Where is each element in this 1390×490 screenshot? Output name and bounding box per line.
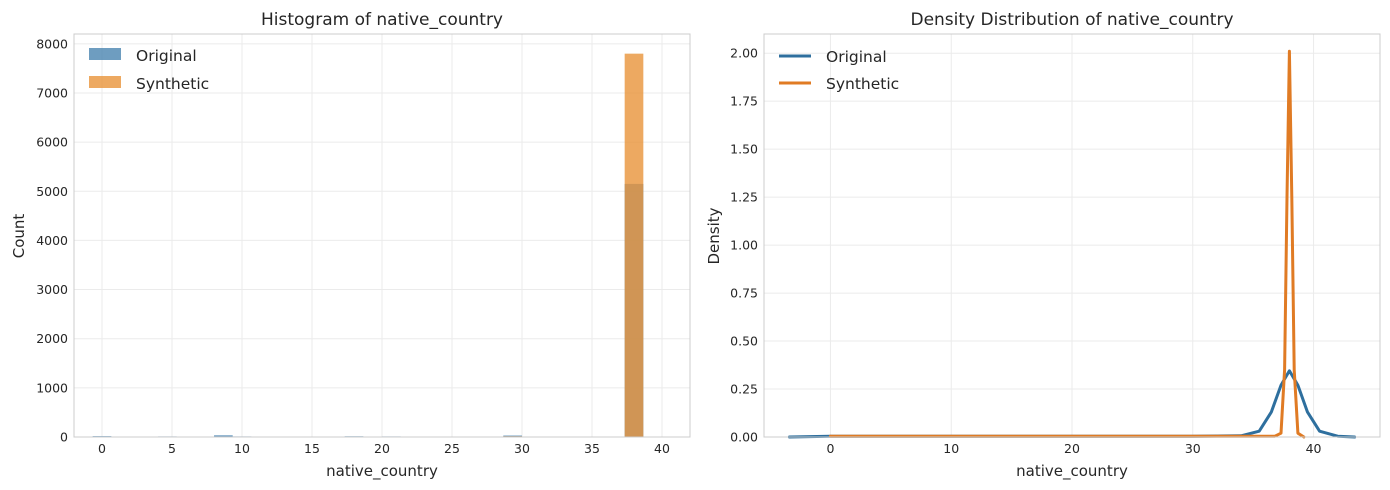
density-y-label: Density: [705, 207, 723, 264]
x-tick-label: 20: [374, 441, 390, 456]
density-legend: Original Synthetic: [779, 48, 899, 93]
y-tick-label: 1000: [36, 380, 68, 395]
x-tick-label: 0: [826, 441, 834, 456]
density-lines: [787, 49, 1357, 439]
histogram-grid: [74, 34, 690, 438]
x-tick-label: 35: [584, 441, 600, 456]
y-tick-label: 0.75: [730, 286, 758, 301]
x-tick-label: 10: [943, 441, 959, 456]
y-tick-label: 2000: [36, 331, 68, 346]
legend-label-original: Original: [826, 48, 887, 66]
histogram-title: Histogram of native_country: [261, 10, 503, 30]
y-tick-label: 1.75: [730, 94, 758, 109]
histogram-legend: Original Synthetic: [89, 47, 209, 93]
x-tick-label: 40: [1306, 441, 1322, 456]
y-tick-label: 6000: [36, 135, 68, 150]
density-line-synthetic: [828, 49, 1306, 439]
legend-label-original: Original: [136, 47, 197, 65]
y-tick-label: 0.00: [730, 430, 758, 445]
histogram-x-ticks: 0 5 10 15 20 25 30 35 40: [98, 441, 670, 456]
histogram-y-ticks: 0 1000 2000 3000 4000 5000 6000 7000 8000: [36, 36, 68, 444]
density-title: Density Distribution of native_country: [910, 10, 1233, 30]
histogram-y-label: Count: [10, 214, 28, 259]
y-tick-label: 0.50: [730, 334, 758, 349]
density-y-ticks: 0.00 0.25 0.50 0.75 1.00 1.25 1.50 1.75 2.00: [730, 46, 758, 445]
legend-swatch-synthetic: [89, 76, 121, 88]
y-tick-label: 0: [60, 430, 68, 445]
y-tick-label: 5000: [36, 184, 68, 199]
hist-bar-synthetic: [624, 53, 644, 437]
x-tick-label: 20: [1064, 441, 1080, 456]
histogram-bars: [92, 53, 644, 438]
density-frame: [763, 33, 1381, 438]
density-x-ticks: 0 10 20 30 40: [826, 441, 1321, 456]
y-tick-label: 8000: [36, 36, 68, 51]
y-tick-label: 2.00: [730, 46, 758, 61]
histogram-panel: 0 5 10 15 20 25 30 35 40 0 1000 2000 3000 4000 5000 60…: [10, 10, 691, 481]
histogram-frame: [73, 33, 691, 438]
y-tick-label: 3000: [36, 282, 68, 297]
x-tick-label: 30: [514, 441, 530, 456]
legend-label-synthetic: Synthetic: [826, 75, 899, 93]
y-tick-label: 0.25: [730, 382, 758, 397]
x-tick-label: 30: [1185, 441, 1201, 456]
hist-bar-original: [214, 435, 233, 437]
y-tick-label: 7000: [36, 85, 68, 100]
y-tick-label: 4000: [36, 233, 68, 248]
x-tick-label: 10: [234, 441, 250, 456]
y-tick-label: 1.00: [730, 238, 758, 253]
legend-swatch-original: [89, 48, 121, 60]
x-tick-label: 0: [98, 441, 106, 456]
y-tick-label: 1.25: [730, 190, 758, 205]
histogram-x-label: native_country: [326, 462, 438, 481]
density-x-label: native_country: [1016, 462, 1128, 481]
y-tick-label: 1.50: [730, 142, 758, 157]
x-tick-label: 25: [444, 441, 460, 456]
x-tick-label: 5: [168, 441, 176, 456]
x-tick-label: 40: [654, 441, 670, 456]
x-tick-label: 15: [304, 441, 320, 456]
legend-label-synthetic: Synthetic: [136, 75, 209, 93]
density-panel: 0 10 20 30 40 0.00 0.25 0.50 0.75 1.00 1.25 1.50 1.…: [705, 10, 1381, 481]
